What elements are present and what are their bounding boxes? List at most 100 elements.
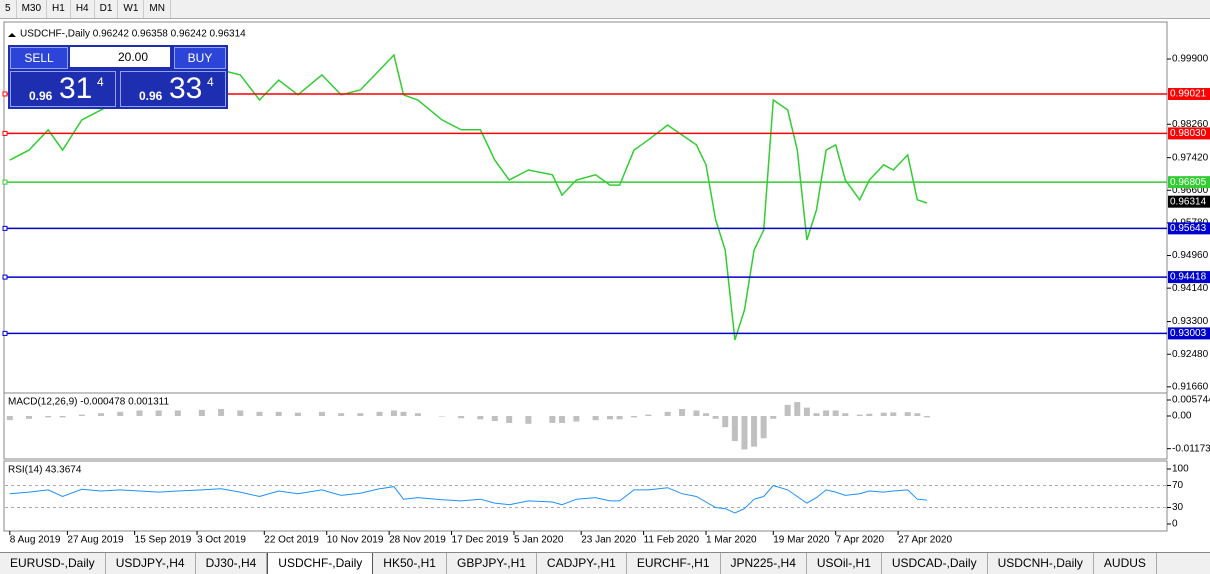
x-tick-label: 17 Dec 2019 — [452, 535, 509, 546]
timeframe-button[interactable]: H4 — [71, 0, 95, 18]
chart-tab[interactable]: USDCHF-,Daily — [267, 553, 374, 574]
ask-main: 33 — [169, 72, 203, 105]
histogram-bar — [117, 411, 124, 417]
level-anchor — [2, 274, 8, 280]
chart-tab[interactable]: CADJPY-,H1 — [537, 553, 627, 574]
x-tick-label: 22 Oct 2019 — [264, 535, 319, 546]
histogram-bar — [631, 416, 638, 418]
histogram-bar — [275, 411, 282, 417]
y-tick-label: 100 — [1172, 464, 1189, 475]
histogram-bar — [218, 409, 225, 417]
chart-tab[interactable]: USDJPY-,H4 — [106, 553, 196, 574]
timeframe-toolbar: 5 M30 H1 H4 D1 W1 MN — [0, 0, 1210, 19]
y-tick-label: 0.98260 — [1172, 119, 1209, 130]
y-tick-label: 0 — [1172, 519, 1178, 530]
y-tick-label: 0.94140 — [1172, 283, 1209, 294]
histogram-bar — [880, 412, 887, 417]
chart-tab[interactable]: USOil-,H1 — [807, 553, 882, 574]
y-tick-label: 0.91660 — [1172, 381, 1209, 392]
level-label: 0.99021 — [1170, 89, 1207, 100]
histogram-bar — [59, 416, 66, 418]
histogram-bar — [607, 416, 614, 420]
timeframe-button[interactable]: W1 — [118, 0, 145, 18]
chart-tab[interactable]: USDCNH-,Daily — [988, 553, 1094, 574]
level-label: 0.98030 — [1170, 128, 1207, 139]
chart-tab[interactable]: USDCAD-,Daily — [882, 553, 988, 574]
histogram-bar — [803, 407, 810, 417]
chart-tab[interactable]: JPN225-,H4 — [721, 553, 807, 574]
histogram-bar — [616, 416, 623, 420]
histogram-bar — [856, 414, 863, 417]
y-tick-label: 0.93300 — [1172, 316, 1209, 327]
histogram-bar — [549, 416, 556, 423]
histogram-bar — [45, 416, 52, 418]
level-anchor — [2, 130, 8, 136]
histogram-bar — [357, 413, 364, 417]
series-line — [9, 484, 927, 514]
histogram-bar — [558, 416, 565, 423]
volume-input[interactable]: 20.00 — [70, 47, 170, 67]
bid-quote[interactable]: 0.96 31 4 — [10, 71, 116, 107]
x-tick-label: 3 Oct 2019 — [197, 535, 246, 546]
histogram-bar — [722, 416, 729, 428]
histogram-bar — [813, 413, 820, 417]
chart-tabs: EURUSD-,Daily USDJPY-,H4 DJ30-,H4 USDCHF-,D… — [0, 552, 1210, 574]
ask-quote[interactable]: 0.96 33 4 — [120, 71, 226, 107]
x-tick-label: 10 Nov 2019 — [327, 535, 384, 546]
histogram-bar — [731, 416, 738, 442]
histogram-bar — [679, 409, 686, 417]
sell-button[interactable]: SELL — [10, 47, 68, 69]
histogram-bar — [573, 416, 580, 422]
histogram-bar — [760, 416, 767, 439]
y-tick-label: 0.97420 — [1172, 152, 1209, 163]
level-anchor — [2, 91, 8, 97]
x-tick-label: 27 Apr 2020 — [898, 535, 952, 546]
histogram-bar — [477, 416, 484, 420]
level-label: 0.94418 — [1170, 272, 1207, 283]
y-tick-label: 0.99900 — [1172, 54, 1209, 65]
x-tick-label: 27 Aug 2019 — [67, 535, 124, 546]
histogram-bar — [491, 416, 498, 422]
histogram-bar — [198, 409, 205, 417]
timeframe-button[interactable]: MN — [144, 0, 171, 18]
histogram-bar — [751, 416, 758, 447]
timeframe-button[interactable]: H1 — [47, 0, 71, 18]
chart-tab[interactable]: GBPJPY-,H1 — [447, 553, 537, 574]
histogram-bar — [26, 416, 33, 419]
x-tick-label: 7 Apr 2020 — [836, 535, 885, 546]
chart-tab[interactable]: HK50-,H1 — [373, 553, 447, 574]
chart-tab[interactable]: EURUSD-,Daily — [0, 553, 106, 574]
bid-big: 0.96 — [29, 89, 53, 103]
level-anchor — [2, 179, 8, 185]
histogram-bar — [693, 410, 700, 417]
histogram-bar — [842, 413, 849, 417]
histogram-bar — [294, 412, 301, 417]
histogram-bar — [318, 411, 325, 417]
timeframe-button[interactable]: D1 — [95, 0, 119, 18]
y-tick-label: 30 — [1172, 502, 1184, 513]
chart-tab[interactable]: AUDUS — [1094, 553, 1157, 574]
chart-tab[interactable]: EURCHF-,H1 — [627, 553, 721, 574]
bid-pip: 4 — [97, 75, 104, 89]
histogram-bar — [390, 410, 397, 417]
collapse-icon[interactable] — [8, 33, 16, 37]
x-tick-label: 19 Mar 2020 — [773, 535, 830, 546]
chart-tab[interactable]: DJ30-,H4 — [196, 553, 268, 574]
timeframe-button[interactable]: 5 — [0, 0, 17, 18]
histogram-bar — [890, 412, 897, 417]
timeframe-button[interactable]: M30 — [17, 0, 48, 18]
y-tick-label: -0.011738 — [1172, 443, 1210, 454]
level-label-box — [1168, 271, 1210, 284]
histogram-bar — [794, 402, 801, 417]
x-tick-label: 23 Jan 2020 — [581, 535, 636, 546]
level-anchor — [2, 225, 8, 231]
histogram-bar — [256, 411, 263, 417]
buy-button[interactable]: BUY — [174, 47, 226, 69]
histogram-bar — [78, 414, 85, 417]
chart-window: USDCHF-,Daily 0.96242 0.96358 0.96242 0.… — [2, 21, 1210, 546]
histogram-bar — [784, 404, 791, 417]
histogram-bar — [645, 414, 652, 417]
histogram-bar — [914, 413, 921, 417]
histogram-bar — [923, 416, 930, 418]
